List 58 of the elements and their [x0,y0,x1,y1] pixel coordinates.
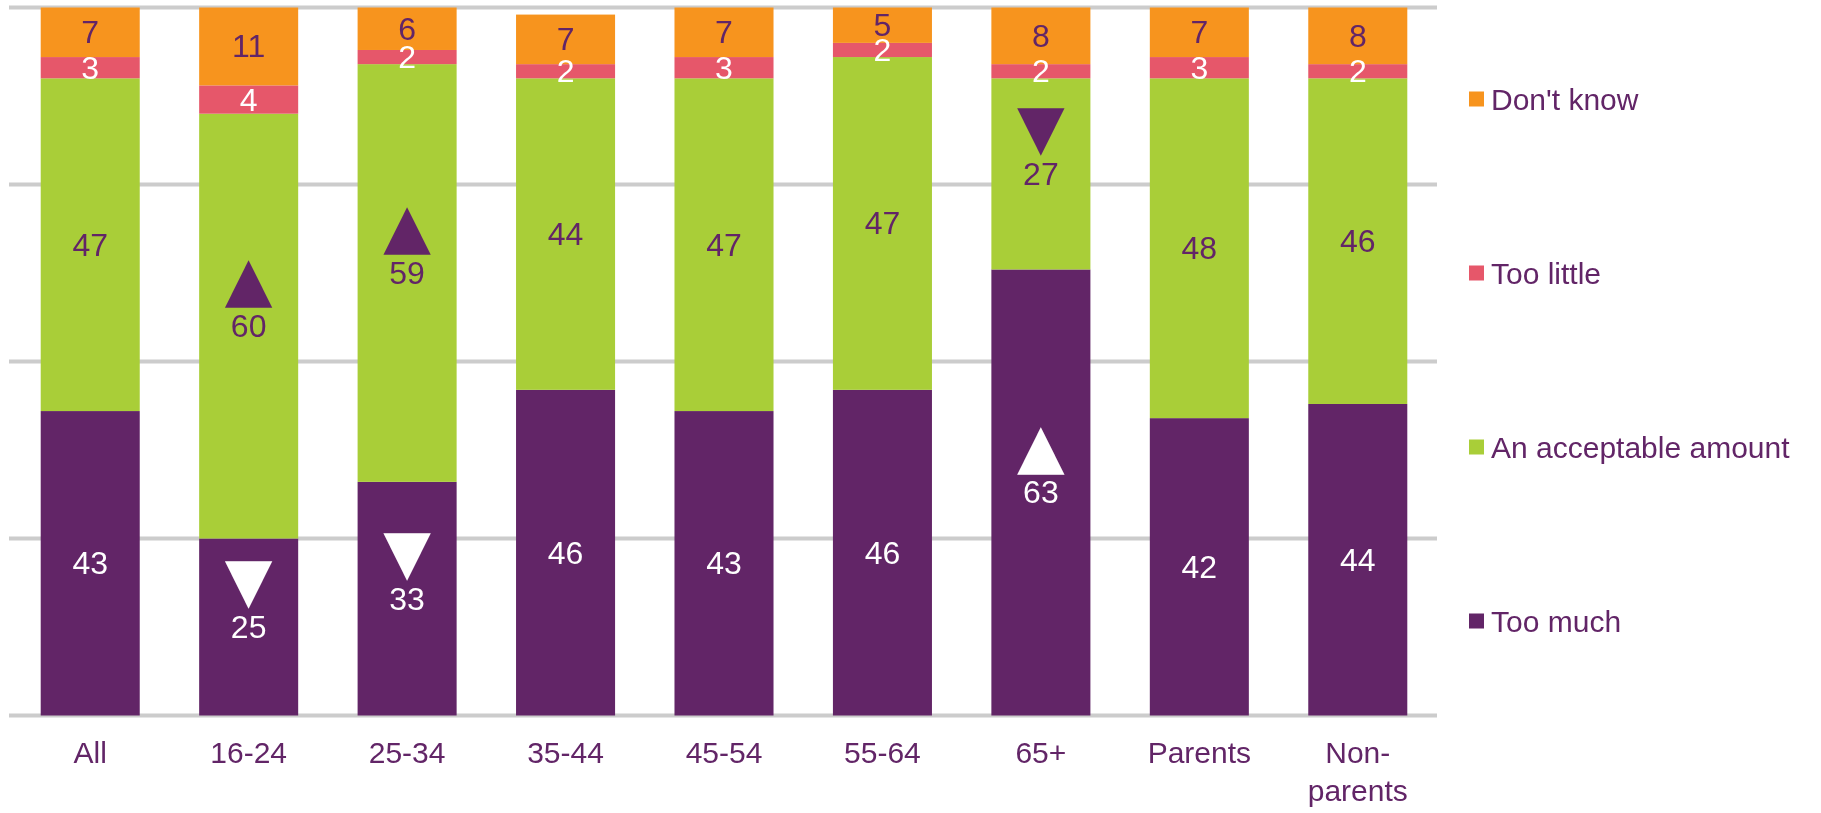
data-label: 7 [556,21,575,58]
x-tick-label: Parents [1147,735,1252,769]
bar [1149,57,1249,79]
data-label: 3 [81,49,100,86]
bar [357,481,457,716]
bar [40,411,140,716]
data-label: 4 [239,81,258,118]
data-label: 46 [864,534,901,571]
bar [832,389,932,716]
data-label: 44 [1339,541,1376,578]
bar [199,85,299,114]
data-label: 48 [1181,230,1218,267]
x-tick-label: Non-parents [1307,735,1408,807]
x-tick-label: 45-54 [685,735,763,769]
data-label: 42 [1181,548,1218,585]
x-tick-label: All [73,735,107,769]
bar [40,7,140,58]
data-label: 46 [1339,223,1376,260]
data-label: 43 [72,545,109,582]
legend-label: Too little [1491,256,1602,290]
bar [674,78,774,412]
data-label: 8 [1031,17,1050,54]
bar [1308,403,1408,716]
data-label: 43 [706,545,742,582]
data-label: 3 [715,49,733,86]
bar [516,389,616,716]
bar [1149,7,1249,58]
bar [1149,418,1249,716]
data-label: 3 [1190,49,1209,86]
bar [199,538,299,716]
bar [674,57,774,79]
bar [40,78,140,412]
legend-label: Too much [1491,604,1622,638]
x-tick-label: 65+ [1015,735,1067,769]
x-tick-label: 16-24 [210,735,288,769]
legend-label: An acceptable amount [1491,430,1791,464]
bar [199,113,299,539]
x-tick-label: 35-44 [527,735,604,769]
x-tick-label: 55-64 [844,735,921,769]
data-label: 7 [1190,14,1209,51]
data-label: 7 [715,14,733,51]
data-label: 6 [398,10,417,47]
data-label: 8 [1348,17,1367,54]
bar [40,57,140,79]
data-label: 46 [547,534,584,571]
bar [674,7,774,58]
data-label: 11 [232,28,266,65]
bar [674,411,774,716]
data-label: 47 [864,205,901,242]
x-tick-label: 25-34 [368,735,446,769]
bar [1149,78,1249,419]
bar [991,269,1091,716]
data-label: 47 [72,226,109,263]
data-label: 47 [706,226,742,263]
data-label: 7 [81,14,100,51]
bar [199,7,299,86]
legend-label: Don't know [1491,82,1639,116]
data-label: 44 [547,216,584,253]
